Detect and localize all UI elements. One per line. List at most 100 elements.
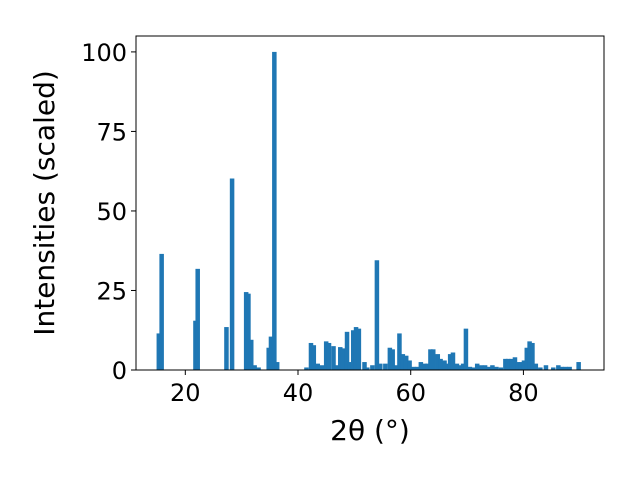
bar-10 — [256, 367, 261, 370]
x-tick-label: 40 — [283, 379, 314, 407]
bar-18 — [315, 363, 320, 370]
bar-55 — [447, 354, 453, 370]
bar-61 — [467, 366, 473, 370]
x-tick-label: 80 — [508, 379, 539, 407]
bar-84 — [556, 365, 561, 370]
bar-60 — [463, 328, 469, 370]
bar-80 — [533, 363, 539, 370]
y-tick-label: 0 — [112, 357, 127, 385]
bar-0 — [156, 333, 162, 370]
bar-54 — [445, 363, 450, 370]
bar-29 — [353, 327, 359, 370]
y-axis-label: Intensities (scaled) — [28, 70, 61, 336]
y-axis-ticks: 0 25 50 75 100 — [81, 39, 136, 385]
bar-49 — [428, 349, 433, 370]
bar-56 — [450, 352, 456, 370]
bar-57 — [454, 363, 460, 370]
bar-series — [156, 51, 581, 371]
bar-86 — [563, 366, 568, 370]
bar-17 — [311, 345, 317, 370]
bar-88 — [576, 362, 581, 370]
bar-46 — [418, 362, 424, 370]
x-tick-label: 60 — [395, 379, 426, 407]
bar-5 — [229, 178, 235, 370]
bar-30 — [356, 328, 362, 370]
bar-70 — [503, 358, 508, 370]
bar-39 — [394, 365, 399, 370]
bar-3 — [195, 268, 200, 370]
bar-21 — [326, 342, 332, 370]
bar-16 — [308, 342, 314, 370]
bar-43 — [407, 360, 412, 370]
plot-frame — [135, 35, 605, 371]
bar-32 — [365, 367, 370, 370]
x-axis-ticks: 20 40 60 80 — [170, 370, 539, 407]
bar-78 — [527, 341, 532, 370]
bar-48 — [425, 363, 430, 370]
bar-44 — [411, 366, 416, 370]
bar-31 — [362, 362, 367, 370]
bar-4 — [224, 327, 229, 370]
bar-68 — [494, 366, 499, 370]
bar-42 — [403, 355, 409, 370]
bar-28 — [350, 330, 356, 370]
bar-83 — [551, 367, 556, 370]
bar-76 — [521, 360, 527, 370]
bar-62 — [471, 367, 477, 370]
bar-58 — [458, 365, 463, 370]
bar-73 — [512, 357, 518, 370]
y-tick-label: 100 — [81, 39, 127, 67]
bar-14 — [274, 362, 280, 370]
bar-53 — [442, 360, 447, 370]
bar-66 — [486, 366, 491, 370]
bar-40 — [397, 333, 402, 370]
bar-1 — [159, 253, 164, 370]
bar-26 — [344, 331, 350, 370]
bar-65 — [482, 365, 488, 370]
bar-85 — [559, 366, 564, 370]
y-tick-label: 25 — [96, 277, 127, 305]
y-tick-label: 50 — [96, 198, 127, 226]
bar-9 — [252, 365, 257, 370]
bar-51 — [435, 354, 441, 370]
x-tick-label: 20 — [170, 379, 201, 407]
bar-81 — [538, 367, 543, 370]
bar-41 — [400, 354, 406, 370]
bar-8 — [248, 339, 254, 370]
bar-20 — [323, 341, 329, 370]
bar-64 — [478, 365, 484, 370]
bar-12 — [268, 336, 274, 370]
bar-7 — [246, 293, 251, 370]
bar-71 — [505, 358, 511, 370]
bar-11 — [266, 347, 271, 370]
bar-15 — [304, 367, 309, 370]
bar-63 — [474, 363, 480, 370]
bar-75 — [518, 362, 524, 370]
bar-22 — [331, 346, 336, 370]
bar-38 — [390, 349, 395, 370]
bar-35 — [378, 363, 383, 370]
bar-19 — [319, 365, 325, 370]
bar-74 — [515, 362, 521, 370]
bar-87 — [567, 366, 572, 370]
bar-34 — [374, 260, 380, 370]
bar-27 — [347, 362, 353, 370]
bar-52 — [438, 358, 443, 370]
bar-23 — [334, 365, 340, 370]
bar-47 — [422, 363, 428, 370]
bar-6 — [243, 292, 249, 370]
y-tick-label: 75 — [96, 118, 127, 146]
bar-25 — [340, 348, 346, 370]
bar-77 — [524, 347, 530, 370]
bar-59 — [460, 363, 466, 370]
bar-33 — [370, 365, 375, 370]
bar-24 — [338, 347, 343, 370]
bar-79 — [530, 342, 535, 370]
bar-13 — [272, 51, 277, 371]
bar-37 — [387, 347, 393, 370]
bar-72 — [509, 358, 514, 370]
bar-67 — [490, 365, 495, 370]
bar-69 — [498, 367, 504, 370]
